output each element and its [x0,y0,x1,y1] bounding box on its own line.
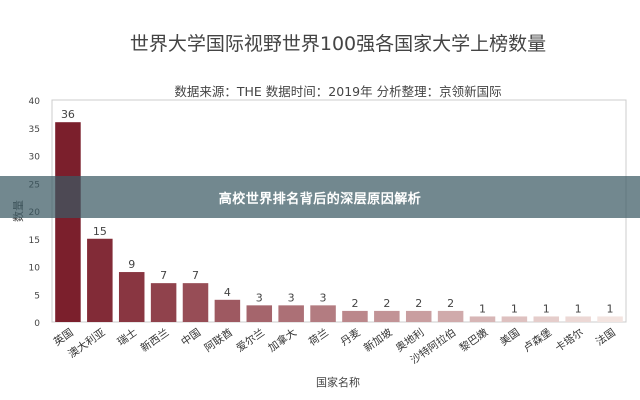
x-tick-label: 阿联酋 [202,326,235,355]
data-label: 3 [320,291,327,304]
banner-text: 高校世界排名背后的深层原因解析 [218,191,422,207]
x-tick-label: 法国 [593,326,618,349]
data-label: 3 [288,291,295,304]
bar [533,316,560,322]
data-label: 7 [160,269,167,282]
bar [405,310,432,322]
chart-title: 世界大学国际视野世界100强各国家大学上榜数量 [130,33,546,55]
y-tick-label: 30 [29,153,41,163]
bar [55,122,81,322]
data-label: 3 [256,291,263,304]
x-tick-label: 新加坡 [361,326,395,355]
bar [150,283,177,322]
x-tick-label: 卢森堡 [521,326,555,355]
bar [246,305,273,322]
bar [437,310,464,322]
bar [342,310,368,322]
bar [118,272,145,322]
y-tick-label: 40 [29,97,41,107]
data-label: 4 [224,286,231,299]
bar [374,310,400,322]
y-tick-label: 10 [29,264,41,274]
y-tick-label: 35 [29,125,40,135]
data-label: 2 [447,297,454,310]
x-tick-label: 卡塔尔 [553,326,586,355]
bar [597,316,623,322]
x-tick-label: 丹麦 [339,326,363,348]
x-axis-label: 国家名称 [316,375,360,389]
data-label: 15 [93,225,107,238]
x-tick-label: 爱尔兰 [234,326,267,355]
data-label: 1 [479,302,486,315]
data-label: 9 [128,258,135,271]
x-tick-label: 荷兰 [306,326,331,349]
data-label: 1 [575,302,582,315]
x-tick-label: 新西兰 [138,326,171,355]
bar [310,305,336,322]
x-tick-label: 瑞士 [115,326,140,349]
data-label: 1 [543,302,550,315]
data-label: 2 [415,297,422,310]
data-label: 2 [351,297,358,310]
chart-subtitle: 数据来源：THE 数据时间：2019年 分析整理：京领新国际 [174,84,501,99]
x-tick-label: 中国 [179,326,204,349]
bar [87,238,113,322]
bar [469,316,496,322]
x-tick-label: 英国 [51,326,76,349]
data-label: 1 [511,302,518,315]
x-tick-label: 黎巴嫩 [457,326,491,355]
overlay-banner: 高校世界排名背后的深层原因解析 [0,176,640,218]
data-label: 2 [383,297,390,310]
data-label: 7 [192,269,199,282]
x-tick-label: 美国 [497,326,522,349]
data-label: 36 [61,108,75,121]
bar [214,299,241,322]
y-tick-label: 5 [34,291,40,301]
bar [278,305,304,322]
bar [565,316,591,322]
x-tick-label: 加拿大 [266,326,300,355]
data-label: 1 [607,302,614,315]
bar [182,283,209,322]
y-tick-label: 15 [29,236,40,246]
y-tick-label: 0 [34,319,40,329]
bar [501,316,528,322]
x-tick-label: 澳大利亚 [66,326,108,361]
